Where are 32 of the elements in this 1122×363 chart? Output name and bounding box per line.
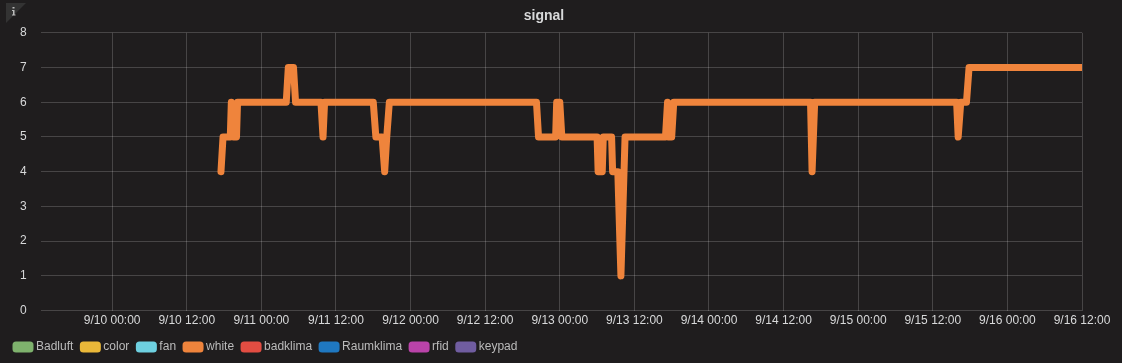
x-tick-label: 9/12 00:00 xyxy=(382,313,440,328)
x-tick-label: 9/16 00:00 xyxy=(979,313,1037,328)
legend-label: color xyxy=(103,339,130,354)
y-tick-label: 0 xyxy=(19,302,27,317)
legend-label: badklima xyxy=(264,339,313,354)
legend-label: keypad xyxy=(478,339,518,354)
y-tick-label: 2 xyxy=(19,233,27,248)
x-tick-label: 9/15 00:00 xyxy=(829,313,887,328)
y-tick-label: 7 xyxy=(19,59,27,74)
x-tick-label: 9/16 12:00 xyxy=(1053,313,1111,328)
x-tick-label: 9/10 00:00 xyxy=(83,313,141,328)
x-tick-label: 9/10 12:00 xyxy=(158,313,216,328)
x-tick-label: 9/12 12:00 xyxy=(456,313,514,328)
legend-label: rfid xyxy=(432,339,449,354)
y-tick-label: 4 xyxy=(19,164,27,179)
x-tick-label: 9/13 00:00 xyxy=(531,313,589,328)
legend-label: Raumklima xyxy=(342,339,403,354)
x-tick-label: 9/13 12:00 xyxy=(606,313,664,328)
x-tick-label: 9/11 00:00 xyxy=(233,313,290,328)
legend-label: white xyxy=(205,339,235,354)
legend-label: fan xyxy=(159,339,177,354)
y-tick-label: 1 xyxy=(19,268,27,283)
x-tick-label: 9/15 12:00 xyxy=(904,313,962,328)
legend-label: Badluft xyxy=(36,339,75,354)
chart-title: signal xyxy=(523,7,565,24)
x-tick-label: 9/14 00:00 xyxy=(680,313,738,328)
y-tick-label: 3 xyxy=(19,198,27,213)
x-tick-label: 9/11 12:00 xyxy=(308,313,365,328)
y-tick-label: 6 xyxy=(19,94,27,109)
y-tick-label: 8 xyxy=(19,25,27,40)
x-tick-label: 9/14 12:00 xyxy=(755,313,813,328)
y-tick-label: 5 xyxy=(19,129,27,144)
